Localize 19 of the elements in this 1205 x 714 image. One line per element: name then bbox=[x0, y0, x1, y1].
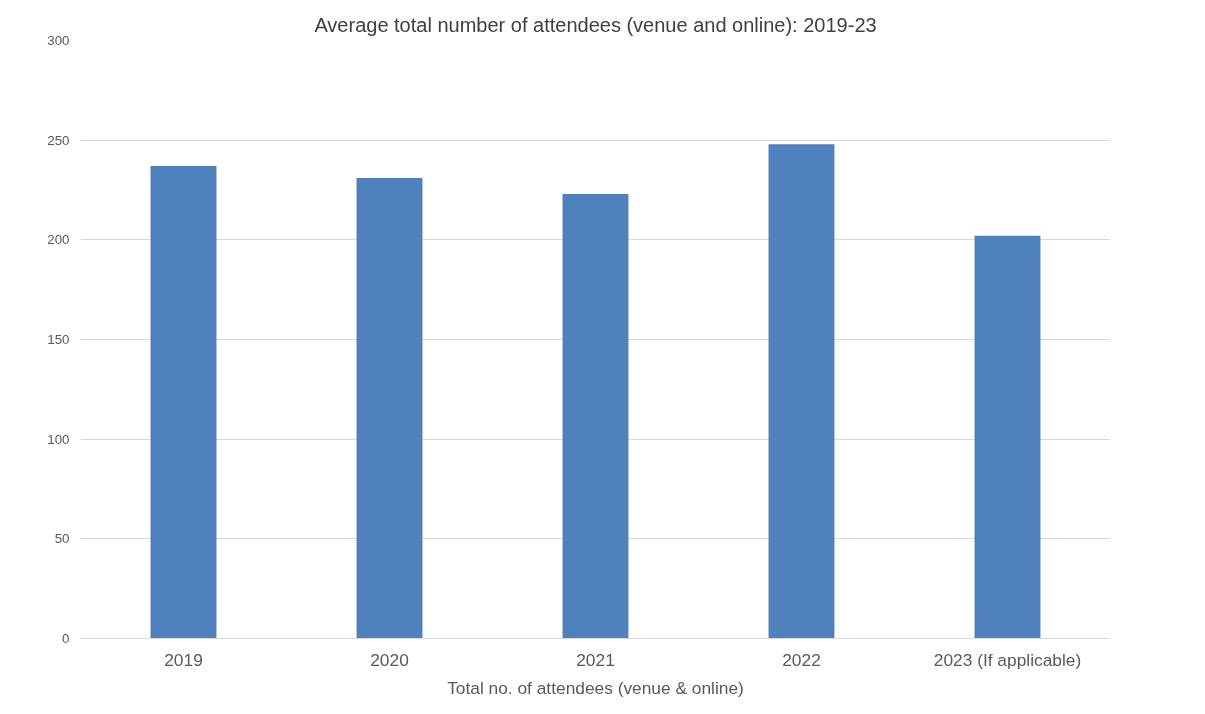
x-tick-label: 2022 bbox=[782, 649, 821, 670]
bar bbox=[974, 235, 1041, 639]
x-tick-label: 2023 (If applicable) bbox=[933, 649, 1082, 670]
y-tick-label: 250 bbox=[47, 132, 70, 148]
bar bbox=[356, 178, 423, 639]
x-tick-label: 2019 bbox=[164, 649, 203, 670]
x-tick-label: 2020 bbox=[370, 649, 409, 670]
y-tick-label: 50 bbox=[54, 531, 70, 547]
chart-title: Average total number of attendees (venue and online): 2019-23 bbox=[314, 13, 877, 36]
y-tick-label: 300 bbox=[47, 33, 70, 48]
y-tick-label: 200 bbox=[47, 232, 70, 248]
x-tick-label: 2021 bbox=[576, 649, 615, 670]
bar bbox=[768, 144, 835, 639]
y-tick-label: 0 bbox=[62, 631, 70, 646]
bar bbox=[150, 166, 217, 639]
y-tick-label: 100 bbox=[47, 431, 70, 447]
y-tick-label: 150 bbox=[47, 332, 70, 347]
bar bbox=[562, 193, 629, 639]
x-axis-title: Total no. of attendees (venue & online) bbox=[447, 677, 744, 698]
